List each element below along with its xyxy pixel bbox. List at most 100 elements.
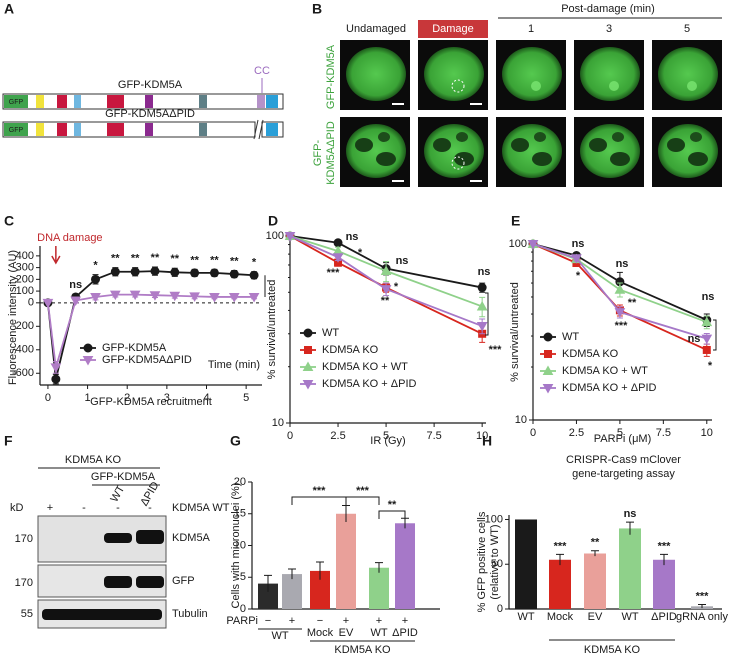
series-line (532, 243, 708, 321)
x-tick-label: + (343, 615, 349, 627)
point (70, 296, 82, 306)
nucleolus (511, 138, 529, 152)
x-tick-label: 10 (476, 430, 488, 442)
bar (549, 559, 571, 609)
significance-label: ** (230, 255, 239, 267)
y-tick-label: 10 (515, 414, 527, 426)
nucleus (502, 47, 562, 101)
x-tick-label: 7.5 (426, 430, 441, 442)
significance-label: * (358, 247, 363, 259)
x-tick-label: 2.5 (330, 430, 345, 442)
bar (515, 519, 537, 609)
point (476, 322, 488, 332)
x-tick-label: − (317, 615, 323, 627)
significance-label: ** (381, 295, 390, 307)
y-tick-label: -200 (12, 320, 34, 332)
row-label: KDM5AΔPID (325, 121, 337, 185)
nucleolus (454, 152, 474, 166)
x-tick-label: 1 (85, 392, 91, 404)
legend-marker (542, 384, 554, 394)
y-tick-label: 200 (16, 273, 34, 285)
significance-label: ** (111, 253, 120, 265)
bar (619, 528, 641, 609)
point (614, 308, 626, 318)
x-tick-label: 0 (287, 430, 293, 442)
damage-site (451, 156, 465, 170)
nucleus (424, 124, 484, 178)
band (136, 530, 164, 544)
western-blot: KDM5A KO GFP-KDM5A WT ΔPID kD + - - - KD… (10, 454, 230, 629)
point (614, 284, 626, 294)
legend-label: KDM5A KO (322, 344, 379, 356)
domain (257, 95, 265, 108)
domain-label: CC (254, 65, 270, 77)
point (333, 238, 343, 248)
nucleolus (433, 138, 451, 152)
row-label: GFP-KDM5A (325, 44, 337, 109)
point (527, 240, 539, 250)
series-line (289, 235, 483, 289)
microscopy-panel: Post-damage (min) Undamaged Damage 1 3 5… (312, 3, 722, 187)
point (130, 267, 140, 277)
y-tick-label: 0 (240, 603, 246, 615)
column-label: 1 (528, 23, 534, 35)
legend-marker (304, 346, 312, 354)
bracket (378, 510, 406, 519)
image-grid (340, 40, 722, 187)
x-tick-label: 3 (164, 392, 170, 404)
domain (57, 95, 67, 108)
significance-label: ** (190, 254, 199, 266)
recruitment-spot (609, 81, 619, 91)
legend-marker (83, 343, 93, 353)
legend-label: KDM5A KO + WT (322, 361, 408, 373)
series-line (532, 243, 708, 340)
significance-label: ns (346, 231, 359, 243)
x-tick-label: 0 (530, 427, 536, 439)
panel-label: F (4, 433, 13, 449)
y-tick-label: 300 (16, 262, 34, 274)
chart-title: CRISPR-Cas9 mClover (566, 454, 681, 466)
point (109, 290, 121, 301)
lane-sign: + (47, 502, 53, 514)
panel-label: G (230, 433, 241, 449)
domain (4, 123, 28, 136)
series-line (47, 293, 255, 368)
x-tick-label: 5 (243, 392, 249, 404)
series-line (289, 235, 483, 308)
y-tick-label: 0 (497, 603, 503, 615)
band (136, 576, 164, 588)
significance-label: *** (313, 485, 327, 497)
x-tick-label: + (376, 615, 382, 627)
point (249, 270, 259, 280)
y-tick-label: -600 (12, 367, 34, 379)
legend-marker (303, 328, 313, 338)
domain-label: GFP (9, 127, 24, 134)
y-tick-label: 100 (485, 513, 503, 525)
x-tick-label: + (402, 615, 408, 627)
break-mark (253, 119, 264, 140)
point (149, 291, 161, 301)
group-label: KDM5A KO (584, 644, 641, 656)
point (476, 300, 488, 311)
domain (57, 123, 67, 136)
bracket (713, 319, 717, 351)
error-bar (591, 550, 599, 557)
x-tick-label: 4 (203, 392, 209, 404)
significance-label: * (576, 270, 581, 282)
x-subcategory-label: ΔPID (392, 627, 418, 639)
significance-label: ** (628, 297, 637, 309)
chart-title: gene-targeting assay (572, 468, 675, 480)
mw-marker: 170 (15, 533, 33, 545)
x-tick-label: 2.5 (569, 427, 584, 439)
domain (199, 123, 207, 136)
bar (282, 574, 302, 609)
y-tick-label: 50 (491, 558, 503, 570)
nucleolus (355, 138, 373, 152)
bar (310, 570, 330, 609)
point (209, 268, 219, 278)
x-tick-label: ΔPID (651, 611, 677, 623)
x-tick-label: 10 (701, 427, 713, 439)
nucleus (658, 47, 718, 101)
point (380, 265, 392, 275)
recruitment-spot (531, 81, 541, 91)
